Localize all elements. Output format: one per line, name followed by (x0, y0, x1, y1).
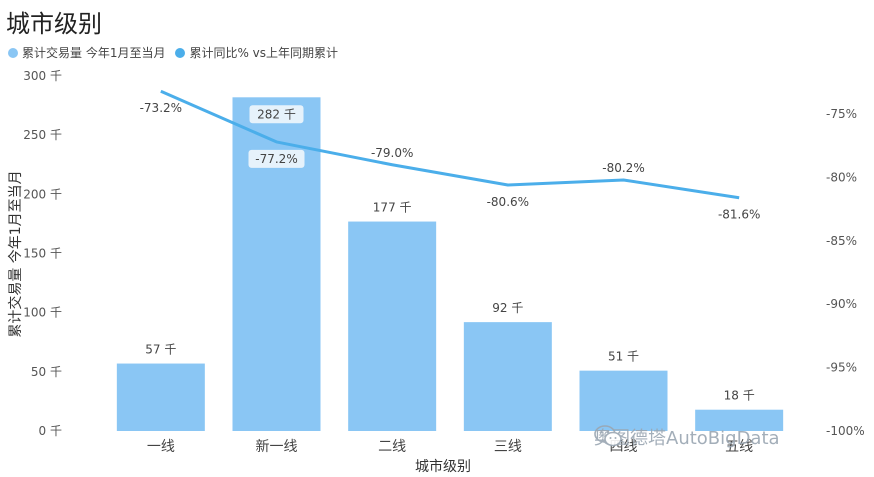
bar-data-label: 92 千 (492, 301, 523, 315)
chart-title: 城市级别 (6, 10, 102, 38)
x-tick-label: 二线 (378, 439, 406, 455)
watermark: 奥图德塔AutoBigData (594, 424, 780, 450)
watermark-text: 奥图德塔AutoBigData (594, 428, 780, 449)
bar (695, 409, 784, 431)
legend-dot-volume (8, 47, 18, 58)
bar (463, 322, 552, 431)
line-data-label: -80.6% (487, 195, 529, 209)
x-tick-label: 五线 (725, 439, 753, 455)
x-axis-title: 城市级别 (415, 458, 471, 475)
y-left-tick-label: 50 千 (31, 365, 62, 379)
x-tick-label: 一线 (147, 439, 175, 455)
legend-dot-yoy (175, 47, 186, 58)
line-series (160, 89, 740, 200)
y-right-tick-label: -90% (826, 297, 857, 311)
y-right-tick-label: -80% (826, 170, 857, 184)
x-tick-label: 三线 (494, 439, 522, 455)
bar-data-label: 57 千 (145, 343, 176, 357)
bar (348, 221, 437, 431)
y-right-tick-label: -85% (826, 234, 857, 248)
line-data-label: -79.0% (371, 146, 413, 160)
line-data-label: -77.2% (255, 152, 297, 166)
y-left-tick-label: 250 千 (23, 128, 62, 142)
bar (579, 370, 668, 431)
line-data-label: -80.2% (602, 161, 644, 175)
legend-label-yoy: 累计同比% vs上年同期累计 (189, 46, 339, 60)
y-left-tick-label: 150 千 (23, 247, 62, 261)
wechat-icon (594, 425, 622, 447)
y-left-tick-label: 300 千 (23, 69, 62, 83)
y-left-tick-label: 100 千 (23, 306, 62, 320)
bar-label-bg (249, 105, 304, 124)
legend: 累计交易量 今年1月至当月 累计同比% vs上年同期累计 (8, 44, 338, 61)
line-data-label: -81.6% (718, 208, 760, 222)
bar-data-label: 18 千 (724, 389, 755, 403)
legend-item-volume[interactable]: 累计交易量 今年1月至当月 (8, 44, 165, 61)
bar-data-label: 51 千 (608, 350, 639, 364)
x-tick-label: 新一线 (256, 439, 298, 455)
y-left-tick-label: 0 千 (39, 424, 62, 438)
legend-item-yoy[interactable]: 累计同比% vs上年同期累计 (175, 44, 338, 61)
line-data-label: -73.2% (140, 101, 182, 115)
bar-data-label: 177 千 (373, 201, 412, 215)
bar (116, 363, 205, 431)
y-left-tick-label: 200 千 (23, 187, 62, 201)
line-label-bg (248, 149, 305, 168)
y-right-tick-label: -100% (826, 424, 865, 438)
y-axis-title: 累计交易量 今年1月至当月 (7, 170, 24, 337)
y-right-tick-label: -95% (826, 361, 857, 375)
legend-label-volume: 累计交易量 今年1月至当月 (22, 46, 166, 60)
y-right-tick-label: -75% (826, 107, 857, 121)
bar-data-label: 282 千 (257, 107, 296, 121)
